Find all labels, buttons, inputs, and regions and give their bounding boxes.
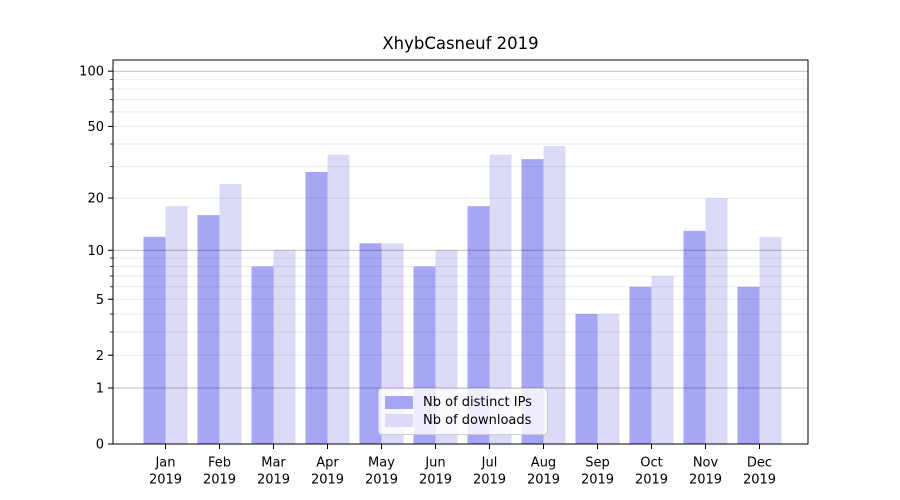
bar-distinct-ips-mar xyxy=(251,266,274,444)
bar-distinct-ips-aug xyxy=(521,159,544,444)
legend-label-distinct-ips: Nb of distinct IPs xyxy=(423,394,532,410)
bar-downloads-apr xyxy=(327,154,350,444)
y-tick-label: 50 xyxy=(87,120,104,135)
x-tick-label-year: 2019 xyxy=(149,473,182,488)
bar-distinct-ips-feb xyxy=(197,215,220,444)
x-tick-label-month: Feb xyxy=(208,456,231,471)
x-tick-label-year: 2019 xyxy=(689,473,722,488)
bar-distinct-ips-jan xyxy=(143,236,166,444)
y-tick-label: 5 xyxy=(96,293,104,308)
legend-swatch-downloads xyxy=(385,414,413,428)
bar-distinct-ips-nov xyxy=(683,230,706,444)
legend: Nb of distinct IPs Nb of downloads xyxy=(378,388,548,435)
bar-downloads-dec xyxy=(759,236,782,444)
x-tick-label-year: 2019 xyxy=(635,473,668,488)
legend-swatch-distinct-ips xyxy=(385,395,413,409)
bar-downloads-mar xyxy=(273,250,296,444)
y-tick-label: 0 xyxy=(96,438,104,453)
x-tick-label-year: 2019 xyxy=(419,473,452,488)
x-tick-label-year: 2019 xyxy=(581,473,614,488)
x-tick-label-month: Dec xyxy=(747,456,772,471)
bar-downloads-oct xyxy=(651,276,674,444)
x-tick-label-year: 2019 xyxy=(203,473,236,488)
bar-distinct-ips-apr xyxy=(305,171,328,445)
y-tick-label: 10 xyxy=(87,244,104,259)
bar-distinct-ips-may xyxy=(359,243,382,444)
bar-downloads-jan xyxy=(165,206,188,444)
x-tick-label-month: Jan xyxy=(154,456,175,471)
x-tick-label-year: 2019 xyxy=(743,473,776,488)
bar-distinct-ips-sep xyxy=(575,313,598,444)
x-tick-label-month: Apr xyxy=(316,456,339,471)
x-tick-label-year: 2019 xyxy=(311,473,344,488)
bar-downloads-feb xyxy=(219,183,242,444)
x-tick-label-month: Sep xyxy=(585,456,610,471)
axes-spines xyxy=(112,59,809,445)
x-tick-label-year: 2019 xyxy=(473,473,506,488)
y-tick-label: 1 xyxy=(96,382,104,397)
bar-downloads-nov xyxy=(705,198,728,444)
x-tick-label-year: 2019 xyxy=(365,473,398,488)
legend-label-downloads: Nb of downloads xyxy=(423,413,532,429)
x-tick-label-month: Oct xyxy=(640,456,662,471)
x-tick-label-month: Mar xyxy=(261,456,286,471)
x-tick-label-month: Jul xyxy=(481,456,498,471)
y-tick-label: 100 xyxy=(79,65,104,80)
x-tick-label-month: Jun xyxy=(424,456,445,471)
x-tick-label-month: Nov xyxy=(693,456,719,471)
bar-downloads-sep xyxy=(597,313,620,444)
bar-distinct-ips-dec xyxy=(737,286,760,444)
x-tick-label-year: 2019 xyxy=(527,473,560,488)
bar-distinct-ips-jul xyxy=(467,206,490,444)
bar-downloads-jul xyxy=(489,154,512,444)
x-tick-label-year: 2019 xyxy=(257,473,290,488)
bar-distinct-ips-oct xyxy=(629,286,652,444)
legend-item-downloads: Nb of downloads xyxy=(385,412,539,430)
y-tick-label: 2 xyxy=(96,349,104,364)
x-tick-label-month: Aug xyxy=(531,456,556,471)
y-tick-label: 20 xyxy=(87,192,104,207)
legend-item-distinct-ips: Nb of distinct IPs xyxy=(385,393,539,411)
x-tick-label-month: May xyxy=(368,456,395,471)
bar-downloads-aug xyxy=(543,146,566,444)
chart-title: XhybCasneuf 2019 xyxy=(382,34,539,53)
